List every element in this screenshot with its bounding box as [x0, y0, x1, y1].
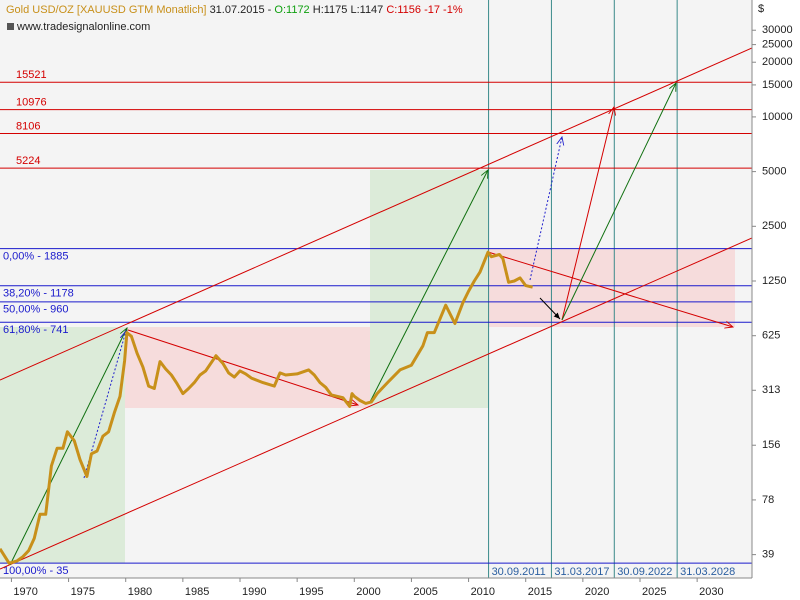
trend-channel	[0, 47, 752, 381]
x-tick-label: 2015	[528, 586, 552, 598]
zone-pink	[488, 249, 735, 327]
arrow	[529, 137, 562, 281]
x-tick-label: 1975	[71, 586, 95, 598]
header-low: L:1147	[350, 4, 383, 16]
y-tick-label: 25000	[762, 39, 793, 51]
x-tick-label: 2000	[356, 586, 380, 598]
x-tick-label: 2005	[413, 586, 437, 598]
header-change: -17 -1%	[424, 4, 463, 16]
arrow	[9, 328, 127, 566]
y-tick-label: 30000	[762, 24, 793, 36]
axes: 39 78 156 313 625 1250 2500 5000 10000 15000 20000…	[10, 24, 793, 598]
arrow	[539, 297, 561, 320]
price-level-label: 8106	[16, 120, 40, 132]
y-tick-label: 5000	[762, 166, 786, 178]
fib-level-label: 38,20% - 1178	[3, 288, 74, 300]
x-tick-label: 2020	[585, 586, 609, 598]
arrow	[487, 251, 733, 327]
annotations	[0, 47, 752, 570]
fib-level-label: 61,80% - 741	[3, 324, 68, 336]
date-line-label: 30.09.2011	[492, 566, 546, 578]
header-open: O:1172	[274, 4, 309, 16]
header-date: 31.07.2015 -	[210, 4, 272, 16]
x-tick-label: 1980	[128, 586, 152, 598]
price-level-label: 5224	[16, 155, 40, 167]
levels: 15521 10976 8106 5224 0,00% - 1885 38,20% - 1…	[0, 0, 752, 578]
x-tick-label: 2010	[471, 586, 495, 598]
date-line-label: 31.03.2028	[680, 566, 735, 578]
header-high: H:1175	[313, 4, 348, 16]
fib-level-label: 0,00% - 1885	[3, 250, 68, 262]
x-tick-label: 1995	[299, 586, 323, 598]
y-unit: $	[758, 3, 764, 15]
y-tick-label: 156	[762, 439, 780, 451]
x-tick-label: 2025	[642, 586, 666, 598]
arrow	[127, 329, 358, 405]
y-tick-label: 1250	[762, 275, 786, 287]
header-close: C:1156	[386, 4, 421, 16]
source-icon	[7, 23, 14, 30]
price-level-label: 10976	[16, 96, 47, 108]
header-instrument: Gold USD/OZ [XAUUSD GTM Monatlich]	[6, 4, 207, 16]
x-tick-label: 1985	[185, 586, 209, 598]
y-tick-label: 625	[762, 330, 780, 342]
arrow	[369, 170, 488, 403]
x-tick-label: 1970	[13, 586, 37, 598]
header: Gold USD/OZ [XAUUSD GTM Monatlich] 31.07…	[6, 4, 463, 16]
y-tick-label: 15000	[762, 79, 793, 91]
source: www.tradesignalonline.com	[16, 21, 150, 33]
price-line	[0, 250, 533, 565]
y-tick-label: 10000	[762, 111, 793, 123]
x-tick-label: 1990	[242, 586, 266, 598]
series-group	[0, 250, 533, 565]
price-level-label: 15521	[16, 69, 47, 81]
fib-level-label: 50,00% - 960	[3, 304, 68, 316]
y-tick-label: 20000	[762, 56, 793, 68]
y-tick-label: 313	[762, 384, 780, 396]
y-tick-label: 2500	[762, 220, 786, 232]
arrow	[561, 107, 614, 321]
fib-level-label: 100,00% - 35	[3, 565, 68, 577]
date-line-label: 30.09.2022	[617, 566, 672, 578]
y-tick-label: 39	[762, 549, 774, 561]
y-tick-label: 78	[762, 494, 774, 506]
arrow	[561, 83, 676, 321]
date-line-label: 31.03.2017	[554, 566, 609, 578]
trend-channel	[0, 237, 752, 570]
x-tick-label: 2030	[699, 586, 723, 598]
